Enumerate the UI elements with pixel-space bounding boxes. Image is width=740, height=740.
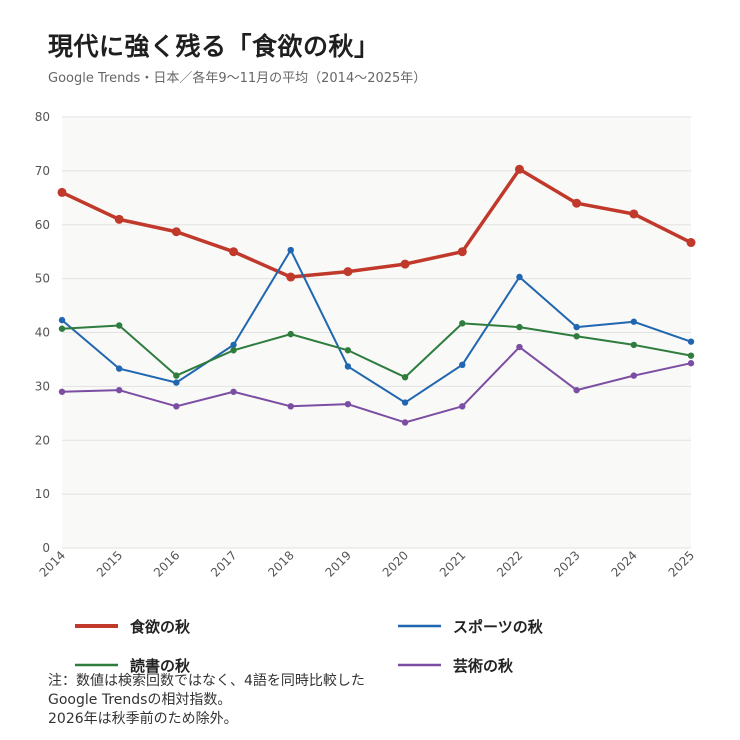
y-tick-label: 50 (35, 272, 50, 286)
data-point (344, 363, 352, 370)
data-point (459, 361, 466, 369)
data-point (230, 341, 237, 349)
legend-label: 読書の秋 (130, 657, 191, 675)
x-tick-label: 2017 (208, 548, 239, 579)
data-point (687, 338, 695, 345)
legend-label: スポーツの秋 (453, 618, 544, 636)
data-point (171, 227, 181, 237)
data-point (401, 399, 409, 406)
legend-item: 読書の秋 (75, 657, 191, 675)
x-axis: 2014 2015 2016 2017 2018 2019 2020 2021 2022 2023… (37, 548, 697, 579)
legend-item: 食欲の秋 (75, 618, 191, 636)
data-point (630, 318, 638, 325)
legend-item: スポーツの秋 (398, 618, 544, 636)
x-tick-label: 2024 (608, 548, 639, 579)
series-line (61, 346, 692, 424)
y-tick-label: 70 (35, 164, 50, 178)
chart-title: 現代に強く残る「食欲の秋」 (48, 32, 380, 61)
data-point (629, 209, 639, 219)
y-tick-label: 0 (42, 541, 50, 555)
series-line (61, 167, 692, 279)
y-tick-label: 10 (35, 487, 50, 501)
data-point (230, 347, 237, 354)
series-4 (58, 343, 695, 426)
data-point (173, 403, 180, 410)
data-point (401, 374, 409, 381)
y-axis: 0 10 20 30 40 50 60 70 80 (35, 110, 50, 555)
data-point (572, 198, 582, 208)
legend-label: 芸術の秋 (453, 657, 514, 675)
data-point (343, 267, 353, 277)
data-point (287, 403, 294, 410)
footnote: 注：数値は検索回数ではなく、4語を同時比較した Google Trendsの相対… (48, 672, 365, 729)
x-tick-label: 2022 (494, 548, 525, 579)
data-point (344, 400, 352, 408)
data-point (459, 403, 466, 410)
data-point (516, 323, 523, 331)
series-3 (58, 320, 695, 381)
data-point (573, 386, 580, 394)
data-point (173, 379, 180, 386)
data-point (401, 419, 409, 426)
y-tick-label: 80 (35, 110, 50, 124)
data-point (115, 386, 123, 394)
series-1 (57, 164, 696, 282)
x-tick-label: 2016 (151, 548, 182, 579)
gridlines (62, 116, 691, 549)
y-tick-label: 30 (35, 379, 50, 393)
data-point (687, 352, 695, 359)
y-tick-label: 20 (35, 433, 50, 447)
x-tick-label: 2019 (323, 548, 354, 579)
data-point (400, 259, 410, 269)
data-point (457, 247, 467, 257)
data-point (630, 372, 638, 379)
series-line (61, 249, 692, 404)
legend-label: 食欲の秋 (130, 618, 191, 636)
data-point (58, 316, 66, 324)
data-point (573, 333, 580, 340)
x-tick-label: 2023 (551, 548, 582, 579)
footnote-line-2: Google Trendsの相対指数。 (48, 692, 232, 708)
x-tick-label: 2020 (380, 548, 411, 579)
footnote-line-3: 2026年は秋季前のため除外。 (48, 711, 238, 727)
series-group (57, 164, 696, 426)
data-point (686, 238, 696, 248)
data-point (58, 325, 66, 332)
footnote-line-1: 注：数値は検索回数ではなく、4語を同時比較した (48, 673, 365, 689)
data-point (344, 347, 352, 354)
data-point (230, 388, 237, 395)
data-point (173, 372, 180, 379)
x-tick-label: 2015 (94, 548, 125, 579)
data-point (114, 214, 124, 224)
y-tick-label: 60 (35, 218, 50, 232)
data-point (287, 246, 294, 254)
data-point (58, 388, 66, 395)
series-line (61, 322, 692, 379)
y-tick-label: 40 (35, 326, 50, 340)
data-point (287, 330, 294, 338)
data-point (516, 343, 523, 351)
series-2 (58, 246, 695, 406)
x-tick-label: 2014 (37, 548, 68, 579)
x-tick-label: 2018 (265, 548, 296, 579)
data-point (57, 187, 67, 197)
data-point (687, 360, 695, 367)
data-point (630, 341, 638, 349)
x-tick-label: 2025 (666, 548, 697, 579)
legend-item: 芸術の秋 (398, 657, 514, 675)
data-point (229, 247, 239, 257)
x-tick-label: 2021 (437, 548, 468, 579)
data-point (514, 164, 524, 174)
chart-subtitle: Google Trends・日本／各年9〜11月の平均（2014〜2025年） (48, 71, 427, 86)
data-point (286, 272, 296, 282)
data-point (459, 320, 466, 327)
data-point (516, 273, 523, 281)
data-point (115, 322, 123, 329)
data-point (573, 323, 580, 331)
data-point (115, 365, 123, 372)
